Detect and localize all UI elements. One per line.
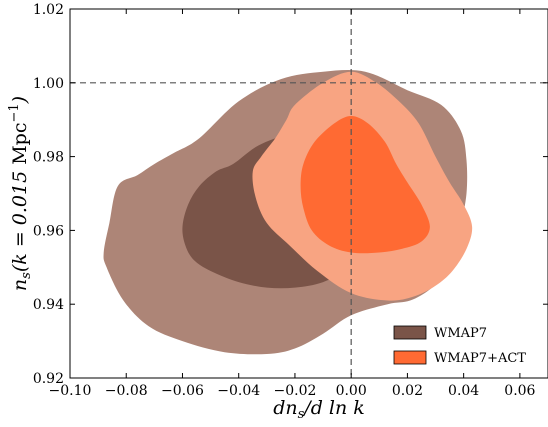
plot-frame bbox=[69, 8, 548, 379]
legend-swatch bbox=[393, 325, 427, 340]
x-tick-label: −0.06 bbox=[161, 383, 204, 399]
x-tick-label: −0.02 bbox=[273, 383, 316, 399]
y-tick-label: 1.02 bbox=[33, 2, 64, 18]
contour-wmap7-act-68 bbox=[300, 116, 430, 254]
x-tick-label: −0.04 bbox=[217, 383, 260, 399]
x-tick-label: 0.06 bbox=[504, 383, 535, 399]
x-tick-label: 0.02 bbox=[392, 383, 423, 399]
y-tick-label: 0.98 bbox=[33, 150, 64, 166]
legend-swatch bbox=[393, 350, 427, 365]
reference-lines bbox=[70, 9, 548, 378]
y-tick-label: 0.96 bbox=[33, 223, 64, 239]
x-tick-label: 0.04 bbox=[448, 383, 479, 399]
x-tick-label: −0.10 bbox=[49, 383, 92, 399]
axis-ticks: −0.10 −0.08 −0.06 −0.04 −0.02 0.00 0.02 0.04 0.0… bbox=[33, 2, 548, 399]
legend-label: WMAP7+ACT bbox=[434, 351, 526, 366]
y-tick-label: 0.94 bbox=[33, 297, 64, 313]
legend-label: WMAP7 bbox=[434, 326, 487, 341]
contour-layer bbox=[103, 70, 473, 355]
x-axis-label: dns/d ln k bbox=[273, 397, 365, 422]
y-axis-label: ns(k = 0.015 Mpc−1) bbox=[7, 96, 34, 291]
x-tick-label: −0.08 bbox=[105, 383, 148, 399]
y-tick-label: 0.92 bbox=[33, 371, 64, 387]
y-tick-label: 1.00 bbox=[33, 76, 64, 92]
legend: WMAP7 WMAP7+ACT bbox=[393, 325, 526, 366]
x-tick-label: 0.00 bbox=[336, 383, 367, 399]
